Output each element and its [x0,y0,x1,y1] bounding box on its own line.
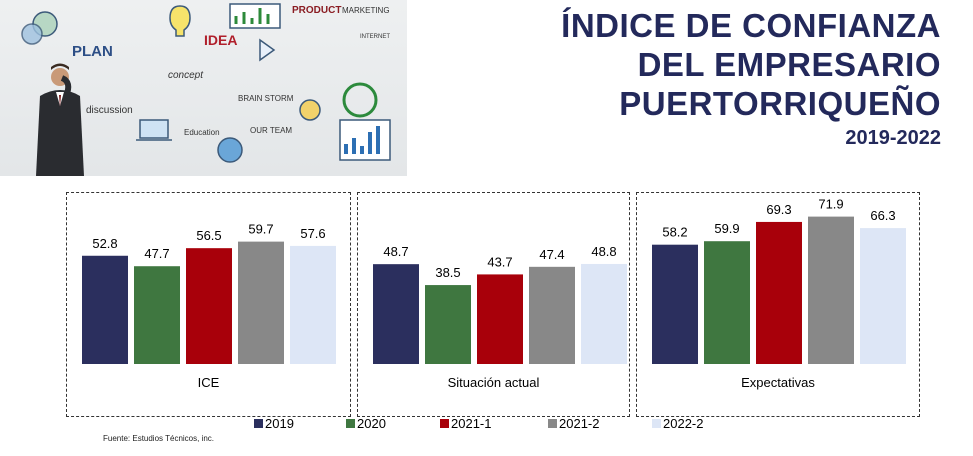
legend-label-2021-2: 2021-2 [559,416,600,431]
bar-value-label-0-4: 57.6 [300,226,325,241]
svg-text:Education: Education [184,128,220,137]
bar-value-label-0-0: 52.8 [92,236,117,251]
bar-2-2 [756,221,802,364]
legend-item-2020: 2020 [346,416,386,431]
panel-situacion-actual: 48.7 38.5 43.7 47.4 48.8 Situación actual [357,192,630,417]
bars-svg-expectativas: 58.2 59.9 69.3 71.9 66.3 [652,197,906,364]
businessman-figure [36,63,84,176]
svg-text:BRAIN STORM: BRAIN STORM [238,94,294,103]
panel-expectativas: 58.2 59.9 69.3 71.9 66.3 Expectativas [636,192,920,417]
title-period: 2019-2022 [845,127,941,149]
legend-swatch-2021-2 [548,419,557,428]
legend-item-2022-2: 2022-2 [652,416,703,431]
bar-value-label-2-1: 59.9 [714,221,739,236]
bar-2-1 [704,241,750,364]
legend-label-2020: 2020 [357,416,386,431]
bars-svg-ice: 52.8 47.7 56.5 59.7 57.6 [82,222,336,364]
bar-value-label-0-3: 59.7 [248,222,273,237]
bar-value-label-0-1: 47.7 [144,246,169,261]
panel-label-ice: ICE [197,375,220,390]
svg-text:MARKETING: MARKETING [342,6,390,15]
legend-swatch-2022-2 [652,419,661,428]
bar-0-3 [238,241,284,364]
panel-ice: 52.8 47.7 56.5 59.7 57.6 ICE [66,192,351,417]
svg-text:concept: concept [168,70,204,81]
bar-value-label-2-2: 69.3 [766,202,791,217]
legend-item-2021-1: 2021-1 [440,416,491,431]
bars-svg-situacion-actual: 48.7 38.5 43.7 47.4 48.8 [373,244,627,364]
legend-swatch-2020 [346,419,355,428]
legend-label-2019: 2019 [265,416,294,431]
bar-value-label-1-4: 48.8 [591,244,616,259]
svg-text:INTERNET: INTERNET [360,34,390,40]
bar-value-label-1-1: 38.5 [435,265,460,280]
bar-value-label-1-3: 47.4 [539,247,564,262]
svg-text:PRODUCT: PRODUCT [292,5,341,16]
bar-value-label-2-3: 71.9 [818,197,843,212]
svg-text:OUR TEAM: OUR TEAM [250,126,292,135]
panel-label-situacion-actual: Situación actual [447,375,540,390]
source-note: Fuente: Estudios Técnicos, inc. [103,434,215,443]
bar-1-1 [425,285,471,364]
bar-0-1 [134,266,180,364]
title-block: ÍNDICE DE CONFIANZA DEL EMPRESARIO PUERT… [561,6,941,151]
legend-item-2021-2: 2021-2 [548,416,599,431]
bar-1-0 [373,264,419,364]
svg-text:discussion: discussion [86,105,133,116]
bar-1-4 [581,263,627,364]
legend-swatch-2021-1 [440,419,449,428]
bar-1-2 [477,274,523,364]
bar-0-0 [82,255,128,364]
legend-swatch-2019 [254,419,263,428]
legend-label-2022-2: 2022-2 [663,416,704,431]
title-line-3: PUERTORRIQUEÑO [619,85,941,122]
bar-2-4 [860,228,906,364]
bar-value-label-1-0: 48.7 [383,244,408,259]
panel-label-expectativas: Expectativas [741,375,815,390]
title-line-1: ÍNDICE DE CONFIANZA [561,7,941,44]
bar-value-label-1-2: 43.7 [487,254,512,269]
bar-value-label-2-0: 58.2 [662,225,687,240]
svg-text:PLAN: PLAN [72,43,113,60]
legend-item-2019: 2019 [254,416,294,431]
legend-label-2021-1: 2021-1 [451,416,492,431]
svg-text:IDEA: IDEA [204,32,237,48]
header-illustration: PLAN IDEA PRODUCT MARKETING concept disc… [0,0,407,176]
bar-2-3 [808,216,854,364]
bar-value-label-0-2: 56.5 [196,228,221,243]
bar-value-label-2-4: 66.3 [870,208,895,223]
bar-0-4 [290,245,336,364]
bar-1-3 [529,266,575,364]
bar-2-0 [652,244,698,364]
bar-0-2 [186,248,232,364]
title-line-2: DEL EMPRESARIO [637,46,941,83]
